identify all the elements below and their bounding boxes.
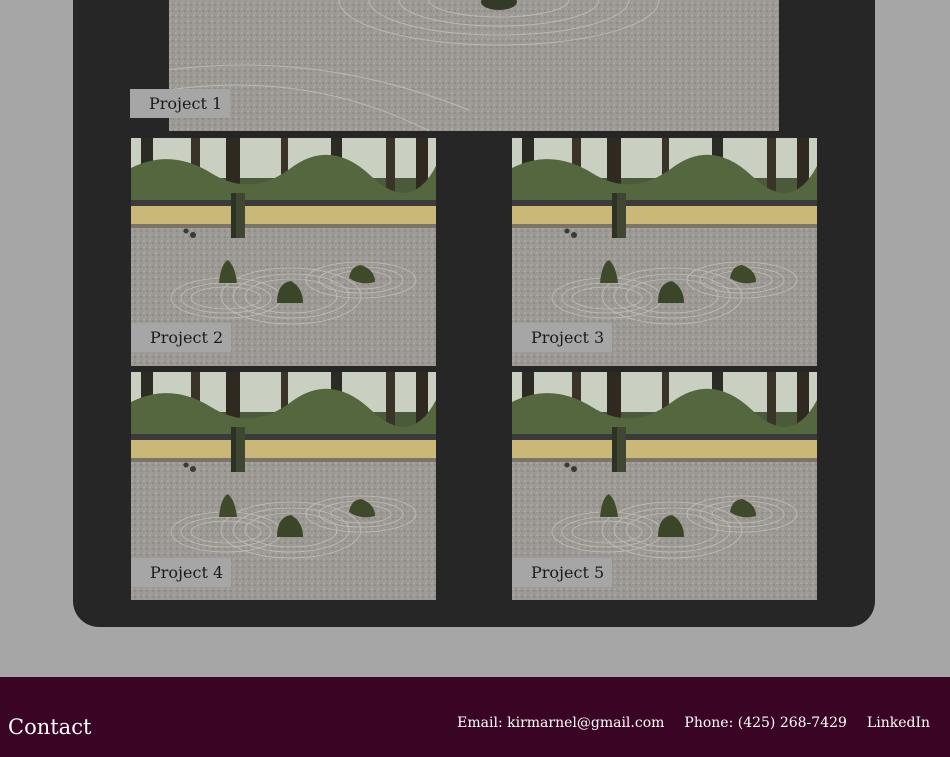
contact-footer: Contact Email: kirmarnel@gmail.com Phone… <box>0 677 950 757</box>
phone-link[interactable]: Phone: (425) 268-7429 <box>684 715 847 731</box>
project-3-label[interactable]: Project 3 <box>512 323 612 352</box>
project-1-label[interactable]: Project 1 <box>130 89 230 118</box>
portfolio-panel: Project 1 Project 2 Project 3 Project 4 … <box>73 0 875 627</box>
project-4-label[interactable]: Project 4 <box>131 558 231 587</box>
project-5-label[interactable]: Project 5 <box>512 558 612 587</box>
linkedin-link[interactable]: LinkedIn <box>866 715 930 731</box>
project-1-image[interactable] <box>169 0 779 131</box>
project-2-label[interactable]: Project 2 <box>131 323 231 352</box>
email-link[interactable]: Email: kirmarnel@gmail.com <box>457 715 665 731</box>
footer-title: Contact <box>8 715 92 739</box>
footer-links: Email: kirmarnel@gmail.com Phone: (425) … <box>457 715 930 731</box>
